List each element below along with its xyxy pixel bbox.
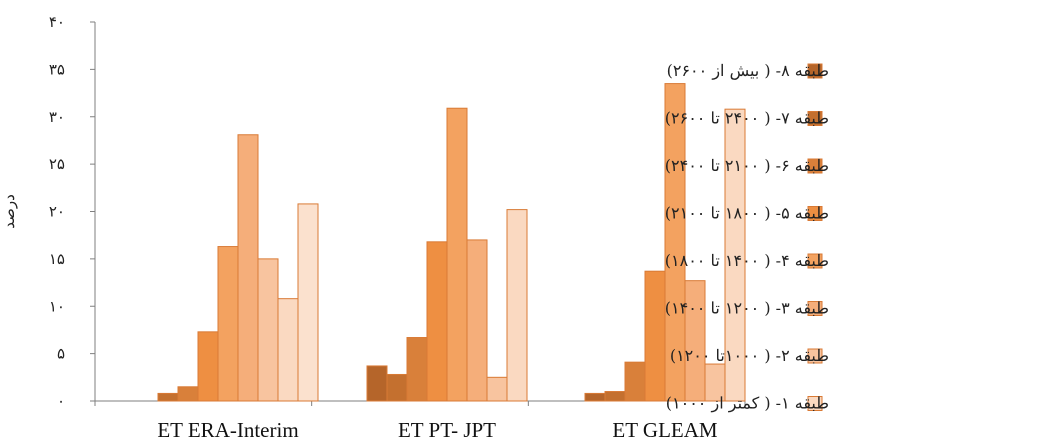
bar [466,239,488,402]
y-tick-label: ۲۰ [49,203,65,221]
bar [724,108,746,402]
bar [197,331,219,402]
y-axis-label: درصد [0,194,18,229]
legend-swatch [807,63,823,79]
bar [217,246,239,402]
y-tick-label: ۰ [57,392,65,410]
x-category-label: ET GLEAM [612,418,718,442]
bar-layer [157,83,746,402]
y-tick-label: ۴۰ [49,13,65,31]
bar [684,280,706,402]
y-tick-label: ۳۰ [49,108,65,126]
legend-swatch [807,301,823,316]
bar [426,241,448,402]
legend-label: طبقه ۸- ( بیش از ۲۶۰۰) [667,61,829,80]
bar [177,386,199,402]
bar [366,365,388,402]
bar [386,373,408,402]
legend-swatch [807,158,823,174]
legend-label: طبقه ۴- ( ۱۴۰۰ تا ۱۸۰۰) [665,251,829,270]
bar [297,203,319,402]
bar [237,134,259,402]
legend: طبقه ۸- ( بیش از ۲۶۰۰) طبقه ۷- ( ۲۴۰۰ تا … [665,61,829,413]
legend-label: طبقه ۱- ( کمتر از ۱۰۰۰) [666,394,829,413]
legend-label: طبقه ۵- ( ۱۸۰۰ تا ۲۱۰۰) [665,204,829,223]
bar [644,270,666,402]
y-tick-label: ۱۰ [49,297,65,315]
x-category-label: ET ERA-Interim [157,418,298,442]
bar [664,83,686,402]
legend-label: طبقه ۲- ( ۱۰۰۰تا ۱۲۰۰) [670,346,829,365]
legend-label: طبقه ۳- ( ۱۲۰۰ تا ۱۴۰۰) [665,299,829,318]
y-tick-label: ۲۵ [49,155,65,173]
bar [604,391,626,402]
legend-swatch [807,206,823,221]
legend-label: طبقه ۷- ( ۲۴۰۰ تا ۲۶۰۰) [665,109,829,128]
bar [406,337,428,402]
bar [506,209,528,402]
y-tick-label: ۱۵ [49,250,65,268]
legend-swatch [807,348,823,364]
label-layer: ۰ ۵ ۱۰ ۱۵ ۲۰ ۲۵ ۳۰ ۳۵ ۴۰ درصد ET ERA-Interim ET PT-… [0,13,718,442]
legend-label: طبقه ۶- ( ۲۱۰۰ تا ۲۴۰۰) [665,156,829,175]
y-tick-label: ۵ [57,345,65,363]
bar [157,392,179,402]
bar [257,258,279,402]
bar [624,361,646,402]
x-category-label: ET PT- JPT [398,418,496,442]
bar [277,298,299,402]
legend-swatch [807,253,823,269]
bar [486,376,508,402]
legend-swatch [807,396,823,411]
bar [584,392,606,402]
y-tick-label: ۳۵ [49,60,65,78]
bar [446,107,468,402]
legend-swatch [807,111,823,126]
